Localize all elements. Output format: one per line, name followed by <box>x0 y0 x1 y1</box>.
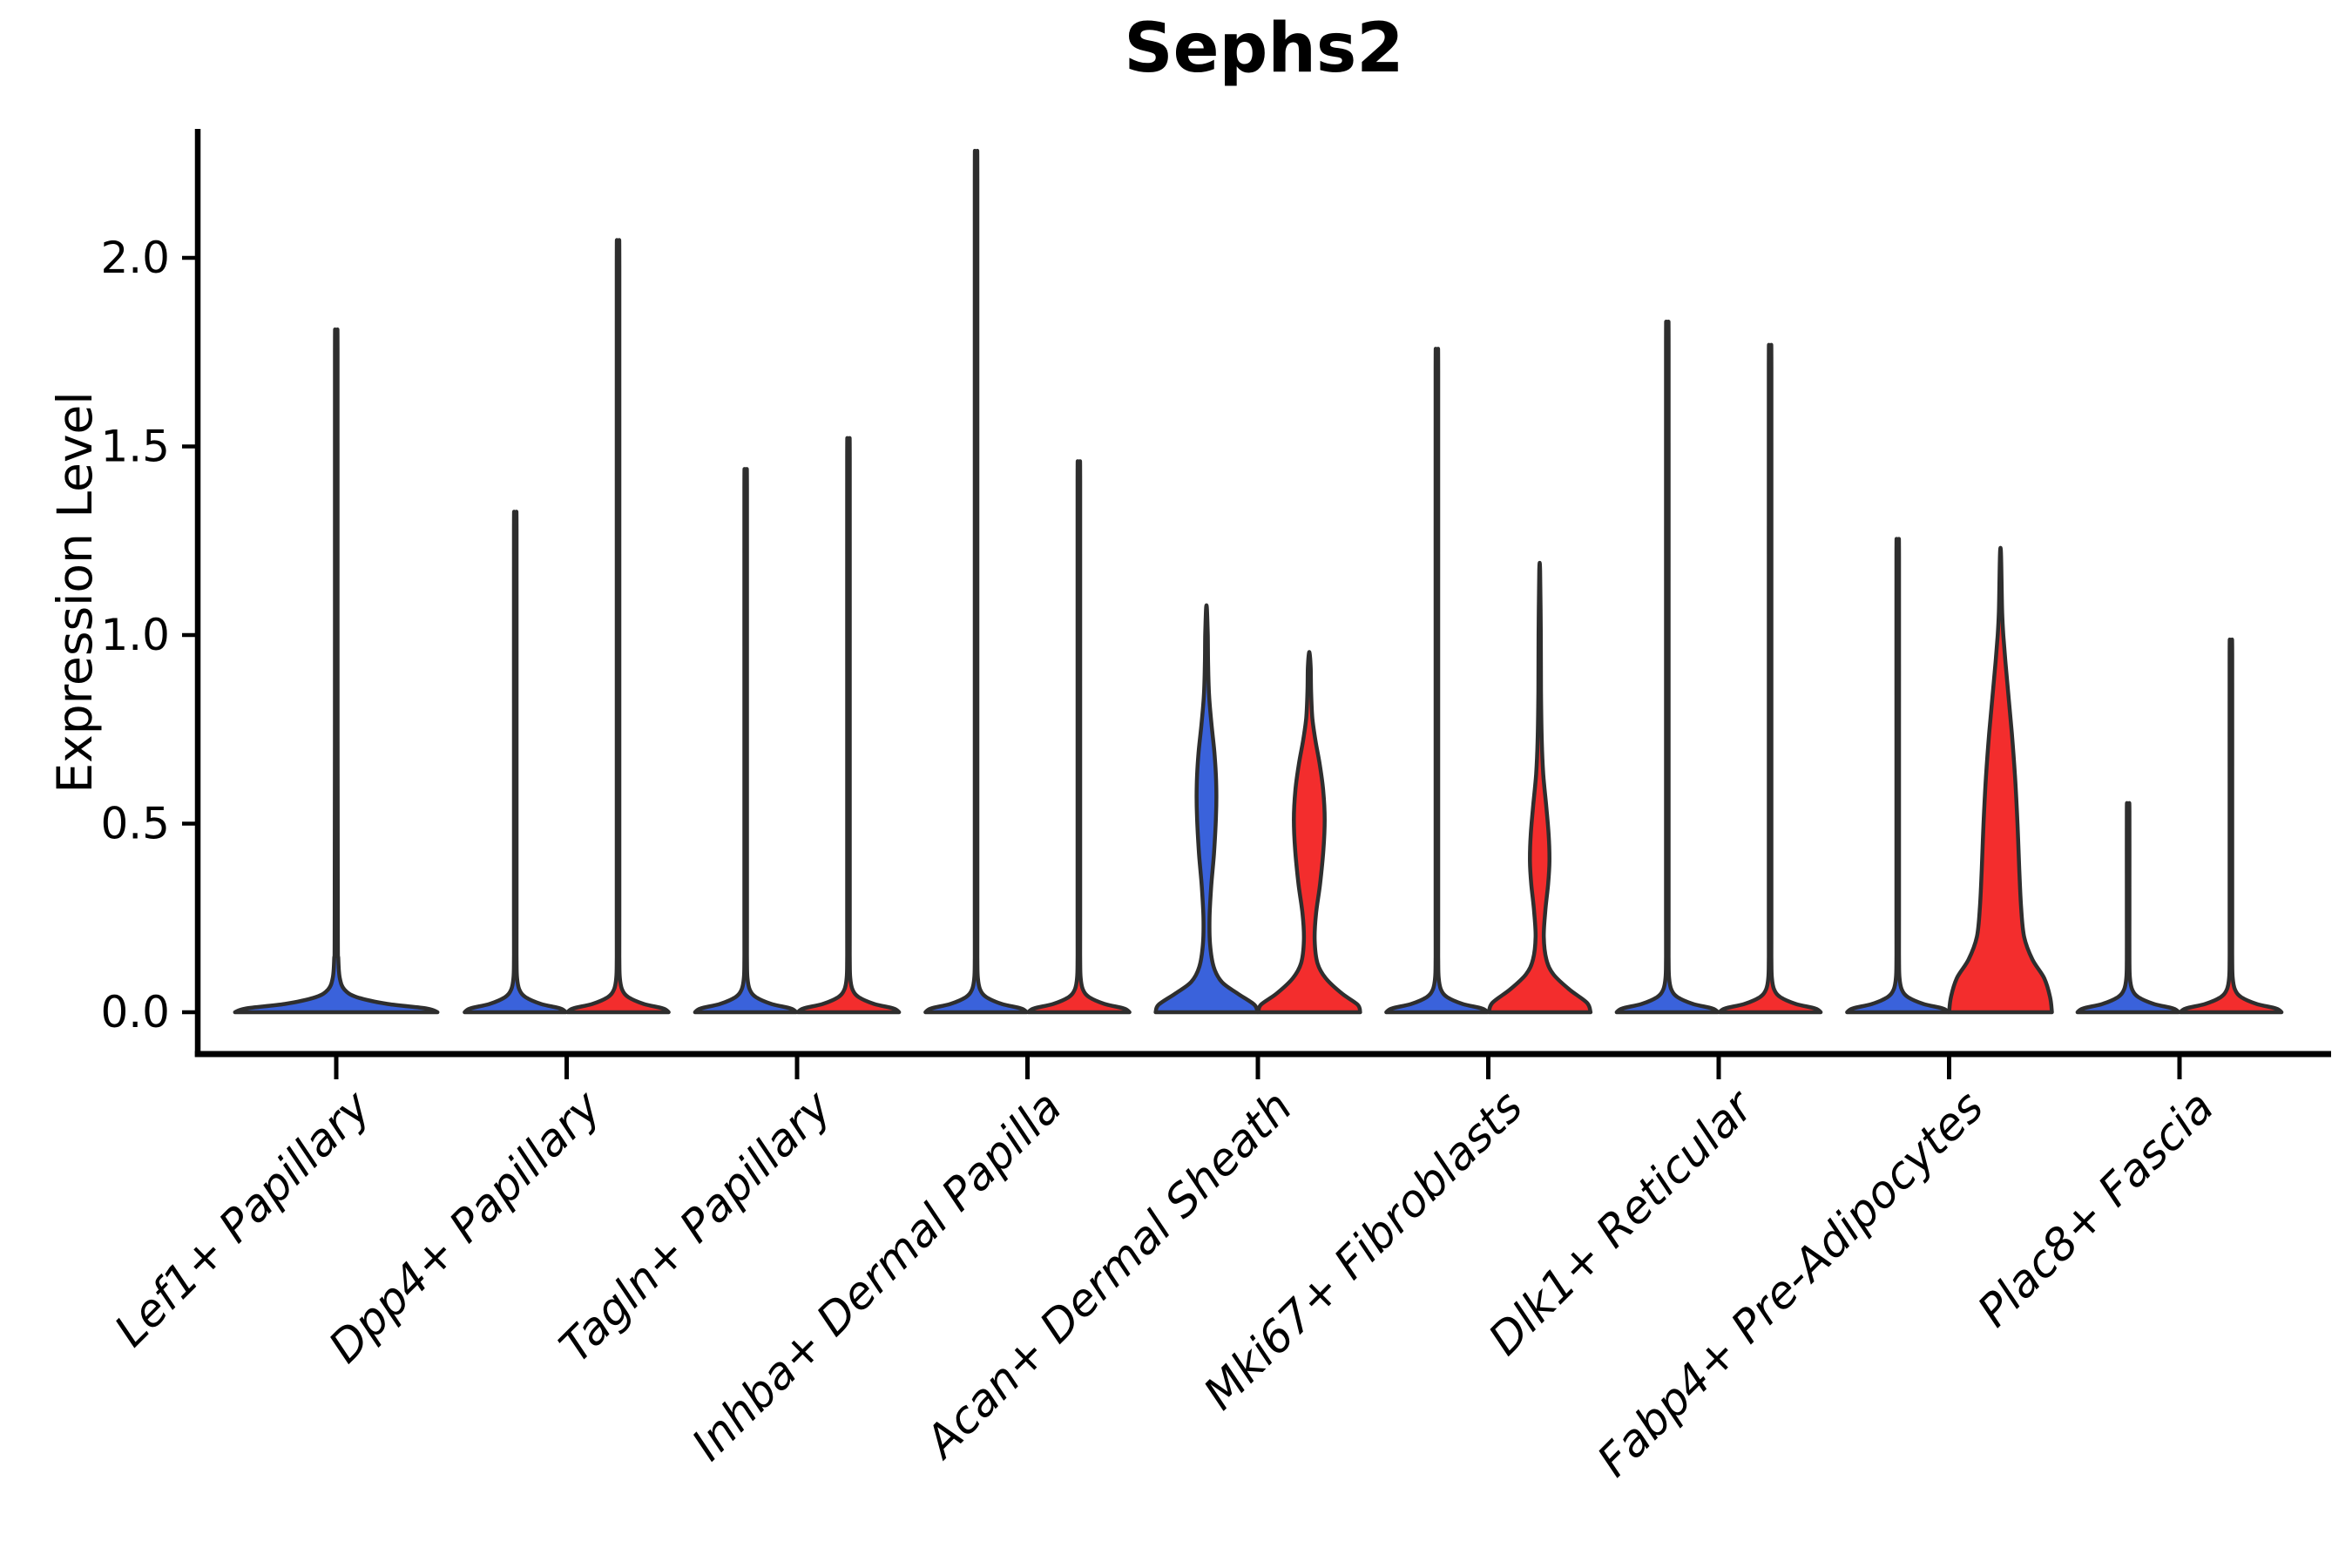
violin-dlk1-reticular-group2 <box>1717 342 1823 1015</box>
violin-acan-dermal-sheath-group1 <box>1153 603 1260 1015</box>
y-axis-label: Expression Level <box>47 391 103 793</box>
y-tick-label-0.5: 0.5 <box>100 799 170 849</box>
violin-inhba-dermal-papilla-group1 <box>923 148 1029 1015</box>
violin-mki67-fibroblasts-group2 <box>1486 560 1593 1015</box>
violin-inhba-dermal-papilla-group2 <box>1026 459 1132 1015</box>
violin-tagln-papillary-group1 <box>693 467 799 1015</box>
y-tick-label-2.0: 2.0 <box>100 233 170 283</box>
y-tick-label-1.5: 1.5 <box>100 422 170 472</box>
x-tick-label-plac8-fascia: Plac8+ Fascia <box>1969 1081 2225 1337</box>
violin-lef1-papillary-group1 <box>233 327 440 1015</box>
violin-plac8-fascia-group2 <box>2178 637 2284 1015</box>
violin-fabp4-pre-adipocytes-group2 <box>1947 545 2054 1015</box>
y-tick-label-1.0: 1.0 <box>100 610 170 660</box>
x-tick-label-inhba-dermal-papilla: Inhba+ Dermal Papilla <box>683 1081 1072 1470</box>
violin-dpp4-papillary-group2 <box>565 238 671 1015</box>
violin-fabp4-pre-adipocytes-group1 <box>1845 537 1950 1015</box>
violin-dlk1-reticular-group1 <box>1614 319 1720 1015</box>
violin-acan-dermal-sheath-group2 <box>1256 650 1362 1015</box>
chart-title: Sephs2 <box>1124 10 1403 88</box>
violin-dpp4-papillary-group1 <box>463 510 568 1015</box>
x-tick-label-fabp4-pre-adipocytes: Fabp4+ Pre-Adipocytes <box>1588 1081 1994 1487</box>
y-tick-label-0.0: 0.0 <box>100 987 170 1037</box>
violin-mki67-fibroblasts-group1 <box>1384 347 1490 1015</box>
violin-tagln-papillary-group2 <box>795 436 902 1015</box>
x-tick-label-acan-dermal-sheath: Acan+ Dermal Sheath <box>915 1081 1302 1469</box>
violin-plac8-fascia-group1 <box>2075 801 2181 1015</box>
